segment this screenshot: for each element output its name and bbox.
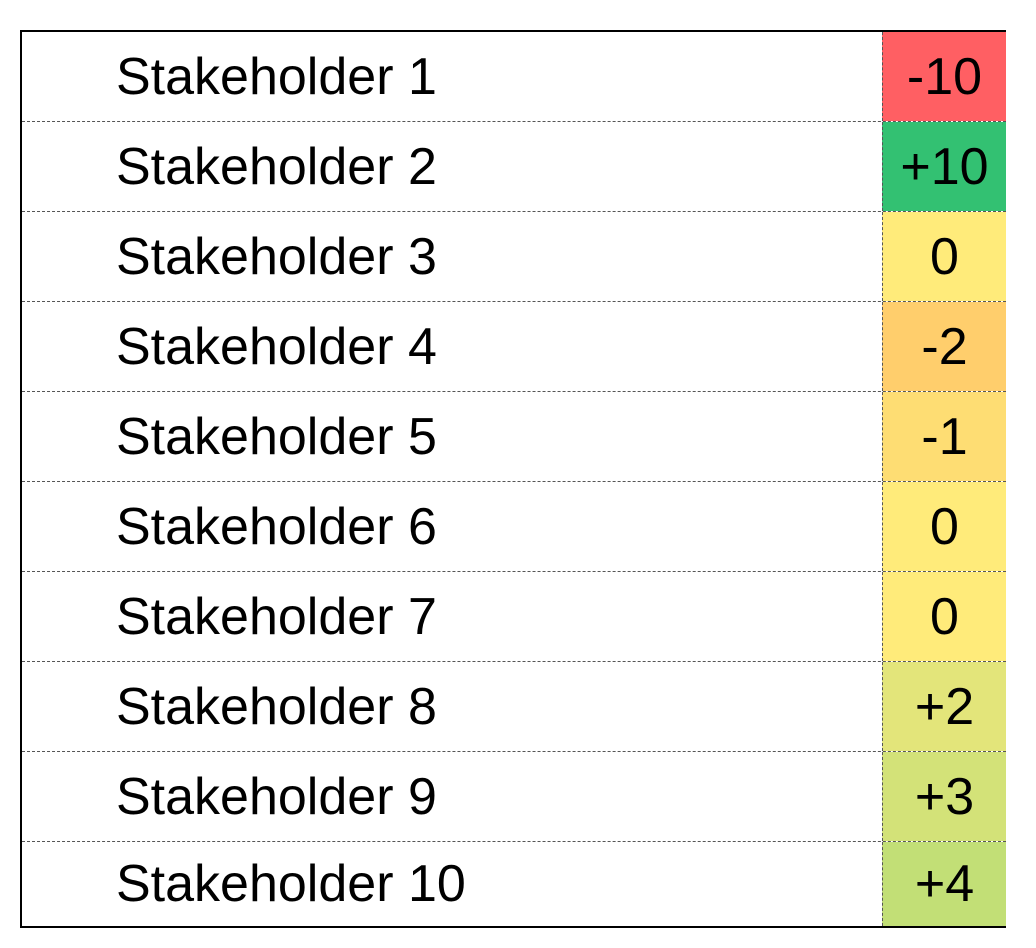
stakeholder-score: -1 bbox=[882, 392, 1006, 481]
stakeholder-score: 0 bbox=[882, 212, 1006, 301]
table-row: Stakeholder 4 -2 bbox=[22, 302, 1006, 392]
stakeholder-score: -2 bbox=[882, 302, 1006, 391]
table-row: Stakeholder 7 0 bbox=[22, 572, 1006, 662]
table-row: Stakeholder 10 +4 bbox=[22, 842, 1006, 926]
table-row: Stakeholder 5 -1 bbox=[22, 392, 1006, 482]
stakeholder-score: -10 bbox=[882, 32, 1006, 121]
stakeholder-name: Stakeholder 6 bbox=[116, 497, 437, 556]
stakeholder-score: +10 bbox=[882, 122, 1006, 211]
table-row: Stakeholder 6 0 bbox=[22, 482, 1006, 572]
stakeholder-score: +3 bbox=[882, 752, 1006, 841]
table-row: Stakeholder 1 -10 bbox=[22, 32, 1006, 122]
stakeholder-table: Stakeholder 1 -10 Stakeholder 2 +10 Stak… bbox=[20, 30, 1006, 928]
stakeholder-name: Stakeholder 7 bbox=[116, 587, 437, 646]
stakeholder-name: Stakeholder 9 bbox=[116, 767, 437, 826]
stakeholder-name: Stakeholder 2 bbox=[116, 137, 437, 196]
stakeholder-name: Stakeholder 4 bbox=[116, 317, 437, 376]
stakeholder-score: 0 bbox=[882, 572, 1006, 661]
table-row: Stakeholder 2 +10 bbox=[22, 122, 1006, 212]
stakeholder-name: Stakeholder 5 bbox=[116, 407, 437, 466]
table-row: Stakeholder 9 +3 bbox=[22, 752, 1006, 842]
stakeholder-name: Stakeholder 8 bbox=[116, 677, 437, 736]
stakeholder-name: Stakeholder 1 bbox=[116, 47, 437, 106]
stakeholder-score: +4 bbox=[882, 842, 1006, 926]
stakeholder-score: +2 bbox=[882, 662, 1006, 751]
stakeholder-name: Stakeholder 10 bbox=[116, 855, 466, 913]
stakeholder-name: Stakeholder 3 bbox=[116, 227, 437, 286]
stakeholder-score: 0 bbox=[882, 482, 1006, 571]
table-row: Stakeholder 8 +2 bbox=[22, 662, 1006, 752]
table-row: Stakeholder 3 0 bbox=[22, 212, 1006, 302]
